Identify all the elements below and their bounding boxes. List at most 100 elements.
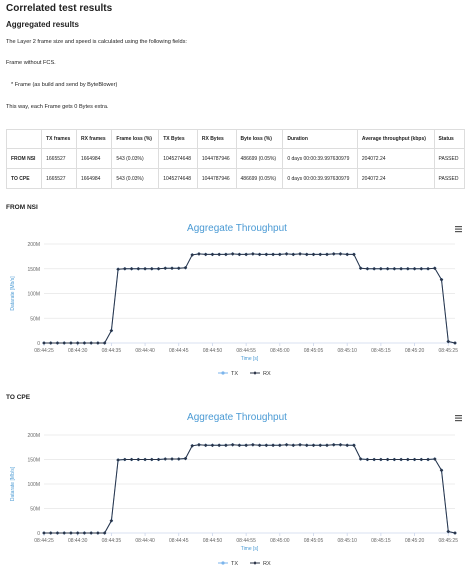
data-point-rx <box>304 252 309 257</box>
data-point-rx <box>116 267 120 272</box>
data-point-rx <box>123 457 127 462</box>
table-header: RX frames <box>75 129 113 149</box>
chart-title: Aggregate Throughput <box>187 412 287 423</box>
data-point-rx <box>102 341 107 345</box>
data-point-rx <box>406 457 410 462</box>
data-point-rx <box>372 457 376 462</box>
data-point-rx <box>385 457 390 462</box>
data-point-rx <box>62 341 67 345</box>
data-point-rx <box>203 443 208 448</box>
data-point-rx <box>419 266 424 271</box>
x-tick-label: 08:45:05 <box>304 538 324 544</box>
data-point-rx <box>251 252 255 256</box>
x-tick-label: 08:44:40 <box>135 538 155 544</box>
table-header: TX Bytes <box>158 129 198 149</box>
data-point-rx <box>150 266 154 271</box>
legend-item-rx[interactable]: RX <box>250 371 271 377</box>
data-point-rx <box>190 253 195 257</box>
data-point-rx <box>379 266 383 271</box>
legend-item-tx[interactable]: TX <box>218 371 238 377</box>
x-tick-label: 08:44:40 <box>135 348 155 354</box>
legend-item-rx[interactable]: RX <box>250 561 271 567</box>
y-tick-label: 0 <box>37 341 40 347</box>
data-point-rx <box>89 531 93 535</box>
data-point-rx <box>331 443 336 447</box>
data-point-rx <box>345 252 349 257</box>
data-point-rx <box>338 252 343 256</box>
data-point-rx <box>42 341 46 345</box>
data-point-rx <box>48 531 53 535</box>
data-point-rx <box>217 443 221 448</box>
data-point-rx <box>291 252 296 257</box>
table-header <box>5 129 43 149</box>
data-point-rx <box>271 252 275 257</box>
data-point-rx <box>42 531 46 535</box>
data-point-rx <box>116 458 120 462</box>
legend-marker-icon <box>221 371 225 375</box>
data-point-rx <box>75 341 80 345</box>
table-row: FROM NSI 1665527 1664984 543 (0.03%) 104… <box>5 148 466 169</box>
data-point-rx <box>210 252 215 257</box>
data-point-rx <box>426 457 430 462</box>
menu-icon-bar <box>455 415 462 417</box>
data-point-rx <box>176 457 181 461</box>
x-tick-label: 08:44:25 <box>34 348 54 354</box>
legend-item-tx[interactable]: TX <box>218 561 238 567</box>
data-point-rx <box>109 328 114 333</box>
data-point-rx <box>244 443 248 448</box>
data-point-rx <box>156 266 161 271</box>
data-point-rx <box>237 443 242 448</box>
data-point-rx <box>82 341 87 345</box>
data-point-rx <box>311 443 316 448</box>
y-tick-label: 200M <box>27 242 40 248</box>
y-tick-label: 0 <box>37 531 40 537</box>
x-tick-label: 08:44:45 <box>169 538 189 544</box>
table-cell: 0 days 00:00:39.997630979 <box>282 148 358 169</box>
x-tick-label: 08:44:25 <box>34 538 54 544</box>
legend-label: RX <box>263 561 271 567</box>
chart-legend: TX RX <box>218 371 271 377</box>
data-point-rx <box>62 531 67 535</box>
hamburger-menu-icon[interactable] <box>455 415 462 422</box>
y-tick-label: 150M <box>27 267 40 273</box>
data-point-rx <box>338 443 343 447</box>
data-point-rx <box>69 531 73 535</box>
table-cell: 543 (0.03%) <box>111 168 160 189</box>
chart-legend: TX RX <box>218 561 271 567</box>
x-tick-label: 08:44:45 <box>169 348 189 354</box>
y-tick-label: 100M <box>27 292 40 298</box>
table-cell: 543 (0.03%) <box>111 148 160 169</box>
legend-marker-icon <box>253 561 257 565</box>
data-point-rx <box>136 266 141 271</box>
table-cell: TO CPE <box>5 168 43 189</box>
table-header: RX Bytes <box>196 129 237 149</box>
data-point-rx <box>96 341 100 345</box>
menu-icon-bar <box>455 417 462 419</box>
data-point-rx <box>331 252 336 256</box>
data-point-rx <box>170 266 174 271</box>
x-tick-label: 08:45:15 <box>371 538 391 544</box>
table-row: TO CPE 1665527 1664984 543 (0.03%) 10452… <box>5 168 466 189</box>
data-point-rx <box>446 529 451 534</box>
data-point-rx <box>237 252 242 257</box>
data-point-rx <box>163 457 168 461</box>
x-tick-label: 08:45:00 <box>270 348 290 354</box>
table-cell: FROM NSI <box>5 148 43 169</box>
intro-text: The Layer 2 frame size and speed is calc… <box>6 39 187 45</box>
data-point-rx <box>123 266 127 271</box>
hamburger-menu-icon[interactable] <box>455 226 462 233</box>
x-tick-label: 08:45:15 <box>371 348 391 354</box>
table-header: Byte loss (%) <box>235 129 284 149</box>
data-point-rx <box>298 252 302 256</box>
data-point-rx <box>372 266 376 271</box>
data-point-rx <box>325 443 329 448</box>
data-point-rx <box>89 341 93 345</box>
table-header-row: TX frames RX frames Frame loss (%) TX By… <box>5 129 466 149</box>
page-title: Correlated test results <box>6 3 113 14</box>
results-table: TX frames RX frames Frame loss (%) TX By… <box>5 129 466 189</box>
data-point-rx <box>183 265 188 270</box>
throughput-chart-to-cpe: Aggregate Throughput 0 50M 100M 150M 200M 08:4… <box>10 412 462 567</box>
data-point-rx <box>365 266 370 271</box>
data-point-rx <box>143 266 147 271</box>
data-point-rx <box>291 443 296 448</box>
